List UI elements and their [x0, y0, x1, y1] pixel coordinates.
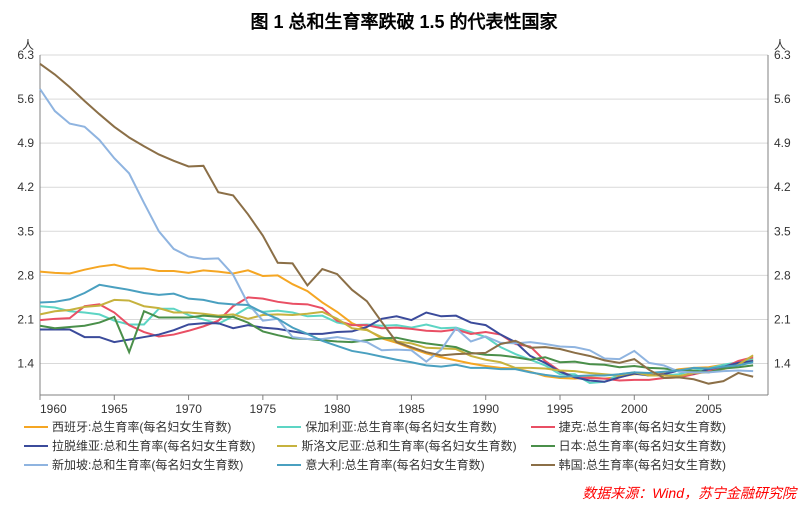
legend-label: 意大利:总生育率(每名妇女生育数): [305, 456, 484, 473]
chart-container: 图 1 总和生育率跌破 1.5 的代表性国家 1.41.42.12.12.82.…: [0, 0, 808, 509]
legend-swatch: [277, 426, 301, 428]
legend-label: 捷克:总生育率(每名妇女生育数): [559, 418, 726, 435]
svg-text:人: 人: [22, 38, 34, 52]
legend-swatch: [277, 445, 297, 447]
svg-text:5.6: 5.6: [774, 92, 791, 106]
legend-label: 西班牙:总生育率(每名妇女生育数): [52, 418, 231, 435]
legend-label: 韩国:总生育率(每名妇女生育数): [559, 456, 726, 473]
legend-label: 保加利亚:总生育率(每名妇女生育数): [305, 418, 496, 435]
svg-text:1965: 1965: [101, 402, 128, 416]
svg-text:2005: 2005: [695, 402, 722, 416]
svg-text:1980: 1980: [324, 402, 351, 416]
legend-item: 意大利:总生育率(每名妇女生育数): [277, 456, 516, 473]
svg-text:1970: 1970: [175, 402, 202, 416]
legend-item: 新加坡:总和生育率(每名妇女生育数): [24, 456, 263, 473]
svg-text:1.4: 1.4: [774, 357, 791, 371]
svg-text:1960: 1960: [40, 402, 67, 416]
legend-swatch: [531, 426, 555, 428]
svg-text:3.5: 3.5: [774, 224, 791, 238]
legend-label: 新加坡:总和生育率(每名妇女生育数): [52, 456, 243, 473]
svg-text:3.5: 3.5: [17, 224, 34, 238]
svg-text:2.8: 2.8: [774, 268, 791, 282]
legend-label: 日本:总生育率(每名妇女生育数): [559, 437, 726, 454]
svg-text:4.2: 4.2: [17, 180, 34, 194]
svg-text:2.1: 2.1: [17, 312, 34, 326]
legend-item: 保加利亚:总生育率(每名妇女生育数): [277, 418, 516, 435]
svg-text:4.9: 4.9: [17, 136, 34, 150]
svg-text:1.4: 1.4: [17, 357, 34, 371]
source-text: 数据来源：Wind，苏宁金融研究院: [582, 483, 796, 503]
legend-swatch: [531, 445, 555, 447]
svg-text:4.2: 4.2: [774, 180, 791, 194]
legend-swatch: [24, 464, 48, 466]
svg-text:人: 人: [774, 38, 786, 52]
legend-swatch: [531, 464, 555, 466]
legend-item: 西班牙:总生育率(每名妇女生育数): [24, 418, 263, 435]
svg-text:2.1: 2.1: [774, 312, 791, 326]
legend-label: 斯洛文尼亚:总和生育率(每名妇女生育数): [301, 437, 516, 454]
svg-text:1995: 1995: [547, 402, 574, 416]
legend-label: 拉脱维亚:总和生育率(每名妇女生育数): [52, 437, 255, 454]
svg-text:4.9: 4.9: [774, 136, 791, 150]
svg-text:1990: 1990: [472, 402, 499, 416]
svg-text:1985: 1985: [398, 402, 425, 416]
legend-swatch: [24, 426, 48, 428]
legend: 西班牙:总生育率(每名妇女生育数) 保加利亚:总生育率(每名妇女生育数) 捷克:总生…: [24, 418, 784, 475]
svg-text:2000: 2000: [621, 402, 648, 416]
svg-text:2.8: 2.8: [17, 268, 34, 282]
legend-item: 日本:总生育率(每名妇女生育数): [531, 437, 770, 454]
legend-swatch: [24, 445, 48, 447]
legend-swatch: [277, 464, 301, 466]
legend-item: 拉脱维亚:总和生育率(每名妇女生育数): [24, 437, 263, 454]
legend-item: 韩国:总生育率(每名妇女生育数): [531, 456, 770, 473]
legend-item: 捷克:总生育率(每名妇女生育数): [531, 418, 770, 435]
svg-text:5.6: 5.6: [17, 92, 34, 106]
svg-text:1975: 1975: [250, 402, 277, 416]
legend-item: 斯洛文尼亚:总和生育率(每名妇女生育数): [277, 437, 516, 454]
